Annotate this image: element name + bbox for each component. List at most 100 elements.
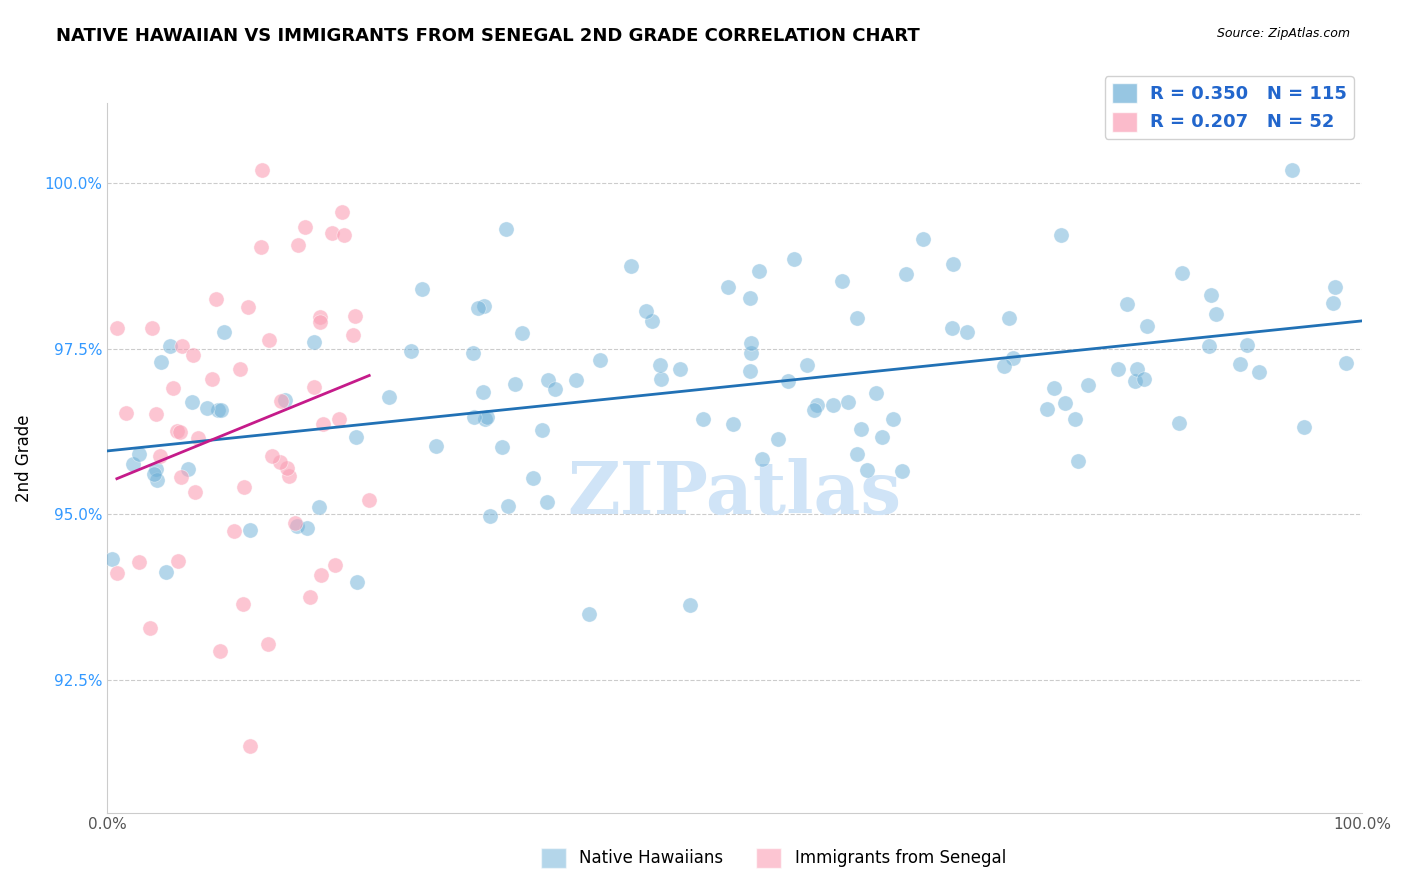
- Point: [167, 554, 190, 568]
- Point: [285, 518, 308, 533]
- Point: [956, 325, 979, 339]
- Point: [155, 566, 177, 580]
- Point: [796, 359, 818, 373]
- Point: [1064, 412, 1087, 426]
- Point: [172, 339, 194, 353]
- Point: [993, 359, 1015, 373]
- Point: [176, 462, 198, 476]
- Point: [259, 333, 281, 347]
- Point: [214, 326, 236, 340]
- Point: [1067, 454, 1090, 468]
- Point: [359, 492, 381, 507]
- Point: [105, 320, 128, 334]
- Point: [1205, 306, 1227, 320]
- Point: [856, 463, 879, 477]
- Point: [298, 590, 321, 604]
- Point: [522, 471, 544, 485]
- Point: [740, 346, 762, 360]
- Point: [302, 334, 325, 349]
- Y-axis label: 2nd Grade: 2nd Grade: [15, 414, 32, 501]
- Point: [679, 598, 702, 612]
- Point: [505, 376, 527, 391]
- Point: [845, 447, 868, 461]
- Point: [250, 240, 273, 254]
- Point: [181, 395, 204, 409]
- Point: [806, 398, 828, 412]
- Point: [1171, 266, 1194, 280]
- Point: [588, 353, 610, 368]
- Point: [882, 412, 904, 426]
- Point: [1107, 362, 1129, 376]
- Point: [411, 282, 433, 296]
- Point: [1043, 381, 1066, 395]
- Point: [295, 521, 318, 535]
- Point: [233, 480, 256, 494]
- Point: [149, 449, 172, 463]
- Point: [668, 361, 690, 376]
- Point: [209, 403, 232, 417]
- Point: [239, 739, 262, 754]
- Point: [328, 412, 350, 426]
- Point: [1053, 396, 1076, 410]
- Point: [170, 470, 193, 484]
- Point: [1236, 338, 1258, 352]
- Point: [721, 417, 744, 431]
- Point: [634, 304, 657, 318]
- Point: [537, 373, 560, 387]
- Point: [496, 500, 519, 514]
- Point: [205, 292, 228, 306]
- Point: [330, 204, 353, 219]
- Point: [803, 403, 825, 417]
- Point: [479, 508, 502, 523]
- Legend: Native Hawaiians, Immigrants from Senegal: Native Hawaiians, Immigrants from Senega…: [534, 841, 1012, 875]
- Point: [544, 382, 567, 396]
- Point: [274, 392, 297, 407]
- Point: [232, 597, 254, 611]
- Point: [270, 393, 292, 408]
- Point: [294, 220, 316, 235]
- Point: [277, 469, 299, 483]
- Legend: R = 0.350   N = 115, R = 0.207   N = 52: R = 0.350 N = 115, R = 0.207 N = 52: [1105, 77, 1354, 138]
- Point: [159, 339, 181, 353]
- Point: [181, 348, 204, 362]
- Point: [1324, 279, 1347, 293]
- Point: [472, 385, 495, 400]
- Point: [184, 484, 207, 499]
- Point: [1001, 351, 1024, 365]
- Point: [640, 314, 662, 328]
- Point: [766, 432, 789, 446]
- Point: [1336, 356, 1358, 370]
- Point: [1126, 362, 1149, 376]
- Point: [692, 411, 714, 425]
- Point: [846, 311, 869, 326]
- Point: [269, 455, 291, 469]
- Point: [399, 344, 422, 359]
- Point: [1167, 416, 1189, 430]
- Point: [308, 310, 330, 324]
- Point: [467, 301, 489, 315]
- Point: [145, 462, 167, 476]
- Point: [239, 524, 262, 538]
- Point: [150, 355, 173, 369]
- Point: [1322, 296, 1344, 310]
- Point: [1077, 378, 1099, 392]
- Point: [1198, 339, 1220, 353]
- Point: [740, 335, 762, 350]
- Point: [738, 363, 761, 377]
- Text: NATIVE HAWAIIAN VS IMMIGRANTS FROM SENEGAL 2ND GRADE CORRELATION CHART: NATIVE HAWAIIAN VS IMMIGRANTS FROM SENEG…: [56, 27, 920, 45]
- Point: [309, 315, 332, 329]
- Point: [463, 346, 485, 360]
- Point: [122, 457, 145, 471]
- Point: [837, 394, 859, 409]
- Point: [342, 327, 364, 342]
- Point: [865, 386, 887, 401]
- Point: [751, 452, 773, 467]
- Point: [287, 238, 309, 252]
- Point: [912, 232, 935, 246]
- Point: [1292, 419, 1315, 434]
- Point: [128, 447, 150, 461]
- Point: [620, 259, 643, 273]
- Point: [304, 380, 326, 394]
- Point: [1281, 162, 1303, 177]
- Point: [1132, 371, 1154, 385]
